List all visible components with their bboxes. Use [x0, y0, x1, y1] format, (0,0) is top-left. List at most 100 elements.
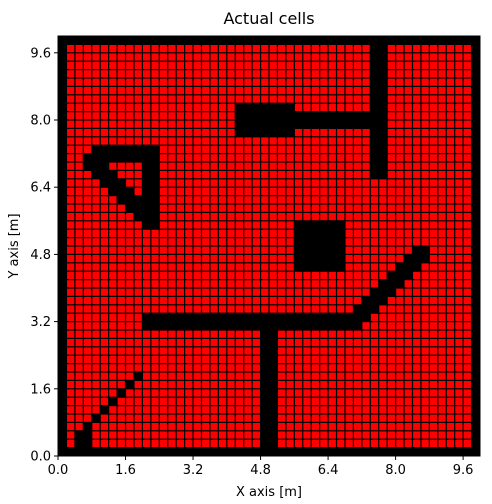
free-cell: [413, 45, 421, 53]
free-cell: [311, 154, 320, 162]
free-cell: [176, 263, 184, 271]
free-cell: [404, 246, 412, 254]
free-cell: [218, 196, 227, 204]
free-cell: [328, 271, 336, 279]
free-cell: [117, 45, 125, 53]
free-cell: [134, 238, 142, 246]
free-cell: [210, 305, 218, 313]
free-cell: [396, 439, 404, 447]
free-cell: [261, 305, 269, 313]
free-cell: [294, 171, 303, 179]
free-cell: [193, 162, 201, 170]
free-cell: [235, 196, 244, 204]
free-cell: [126, 439, 134, 447]
free-cell: [210, 187, 218, 195]
free-cell: [455, 53, 463, 61]
free-cell: [227, 129, 235, 137]
free-cell: [227, 196, 235, 204]
free-cell: [446, 372, 455, 380]
free-cell: [278, 305, 286, 313]
free-cell: [218, 78, 227, 86]
free-cell: [252, 271, 260, 279]
free-cell: [294, 414, 303, 422]
free-cell: [193, 196, 201, 204]
free-cell: [126, 246, 134, 254]
free-cell: [370, 389, 379, 397]
free-cell: [446, 120, 455, 128]
free-cell: [92, 431, 100, 439]
free-cell: [75, 229, 83, 237]
free-cell: [345, 263, 353, 271]
free-cell: [303, 364, 311, 372]
free-cell: [396, 246, 404, 254]
free-cell: [109, 322, 117, 330]
free-cell: [235, 87, 244, 95]
free-cell: [100, 213, 109, 221]
free-cell: [387, 103, 395, 111]
free-cell: [109, 313, 117, 321]
free-cell: [311, 330, 320, 338]
free-cell: [109, 87, 117, 95]
free-cell: [421, 423, 429, 431]
free-cell: [286, 431, 294, 439]
free-cell: [134, 103, 142, 111]
free-cell: [126, 263, 134, 271]
free-cell: [286, 162, 294, 170]
free-cell: [294, 305, 303, 313]
free-cell: [446, 61, 455, 69]
free-cell: [421, 397, 429, 405]
free-cell: [235, 204, 244, 212]
y-tick-label: 9.6: [30, 46, 51, 61]
free-cell: [463, 229, 471, 237]
free-cell: [370, 255, 379, 263]
free-cell: [168, 154, 176, 162]
free-cell: [328, 70, 336, 78]
free-cell: [92, 221, 100, 229]
free-cell: [202, 129, 210, 137]
free-cell: [303, 288, 311, 296]
free-cell: [168, 129, 176, 137]
free-cell: [370, 213, 379, 221]
free-cell: [286, 271, 294, 279]
free-cell: [286, 145, 294, 153]
free-cell: [320, 397, 328, 405]
free-cell: [100, 137, 109, 145]
free-cell: [235, 372, 244, 380]
free-cell: [227, 229, 235, 237]
free-cell: [159, 330, 168, 338]
free-cell: [244, 271, 252, 279]
free-cell: [168, 179, 176, 187]
free-cell: [134, 322, 142, 330]
free-cell: [185, 397, 193, 405]
free-cell: [83, 204, 92, 212]
free-cell: [269, 263, 277, 271]
x-tick-label: 3.2: [183, 463, 204, 478]
free-cell: [413, 196, 421, 204]
free-cell: [438, 45, 446, 53]
free-cell: [286, 238, 294, 246]
free-cell: [134, 406, 142, 414]
free-cell: [345, 196, 353, 204]
free-cell: [446, 179, 455, 187]
free-cell: [109, 120, 117, 128]
free-cell: [159, 87, 168, 95]
free-cell: [75, 339, 83, 347]
free-cell: [235, 61, 244, 69]
free-cell: [83, 271, 92, 279]
free-cell: [421, 129, 429, 137]
free-cell: [328, 431, 336, 439]
free-cell: [286, 53, 294, 61]
free-cell: [100, 439, 109, 447]
free-cell: [126, 171, 134, 179]
free-cell: [413, 87, 421, 95]
free-cell: [176, 406, 184, 414]
free-cell: [126, 179, 134, 187]
free-cell: [413, 397, 421, 405]
free-cell: [134, 364, 142, 372]
free-cell: [143, 95, 151, 103]
free-cell: [210, 129, 218, 137]
free-cell: [413, 221, 421, 229]
free-cell: [337, 129, 345, 137]
free-cell: [345, 330, 353, 338]
free-cell: [210, 271, 218, 279]
